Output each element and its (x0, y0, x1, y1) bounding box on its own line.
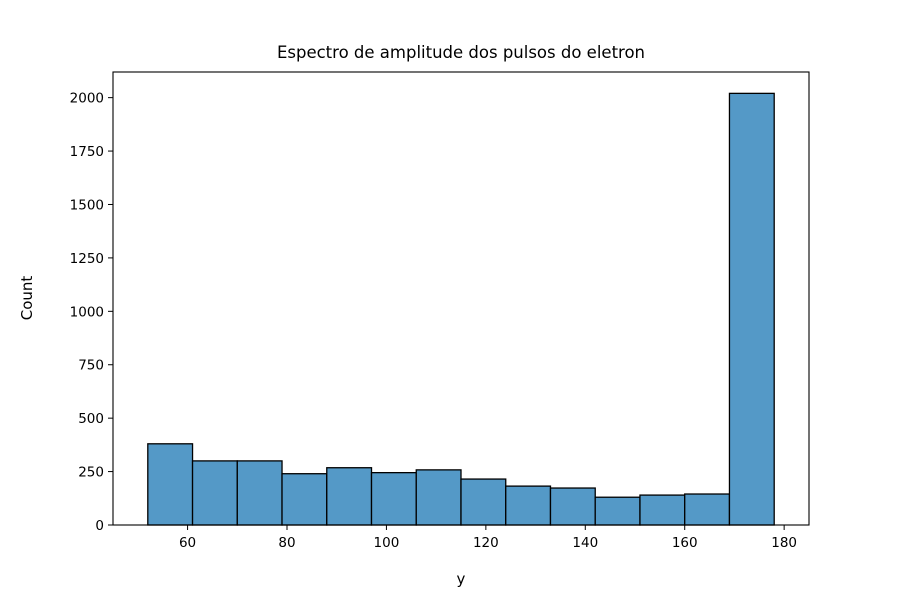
histogram-bar (639, 494, 686, 526)
y-tick-label: 500 (78, 411, 104, 427)
x-axis-ticks: 60 80 100 120 140 160 180 (179, 525, 797, 551)
histogram-bar (460, 478, 507, 526)
x-tick-label: 160 (672, 535, 698, 551)
x-tick-label: 120 (473, 535, 499, 551)
plot-frame (112, 71, 810, 526)
y-tick-label: 250 (78, 465, 104, 481)
y-tick-label: 2000 (70, 91, 104, 107)
x-tick-label: 60 (179, 535, 196, 551)
y-tick-label: 1500 (70, 197, 104, 213)
y-axis-ticks: 0 250 500 750 1000 1250 1500 1750 2000 (70, 91, 113, 534)
histogram-bar (236, 460, 283, 526)
histogram-bar (594, 496, 641, 526)
y-tick-label: 0 (95, 518, 104, 534)
histogram-bar (684, 493, 731, 526)
y-axis-label: Count (18, 276, 36, 321)
histogram-bar (191, 460, 238, 526)
chart-title: Espectro de amplitude dos pulsos do elet… (277, 43, 645, 62)
histogram-bar (326, 467, 373, 526)
histogram-bar (147, 443, 194, 526)
histogram-bar (505, 485, 552, 526)
y-tick-label: 750 (78, 358, 104, 374)
x-axis-label: y (457, 570, 466, 588)
x-tick-label: 180 (771, 535, 797, 551)
x-tick-label: 140 (572, 535, 598, 551)
histogram-bar (415, 469, 462, 526)
histogram-bar (549, 487, 596, 526)
histogram-bar (370, 471, 417, 526)
bars-group (147, 92, 775, 526)
y-tick-label: 1750 (70, 144, 104, 160)
x-tick-label: 80 (278, 535, 295, 551)
histogram-bar (281, 473, 328, 526)
y-tick-label: 1250 (70, 251, 104, 267)
histogram-bar (728, 92, 775, 526)
x-tick-label: 100 (374, 535, 400, 551)
y-tick-label: 1000 (70, 304, 104, 320)
